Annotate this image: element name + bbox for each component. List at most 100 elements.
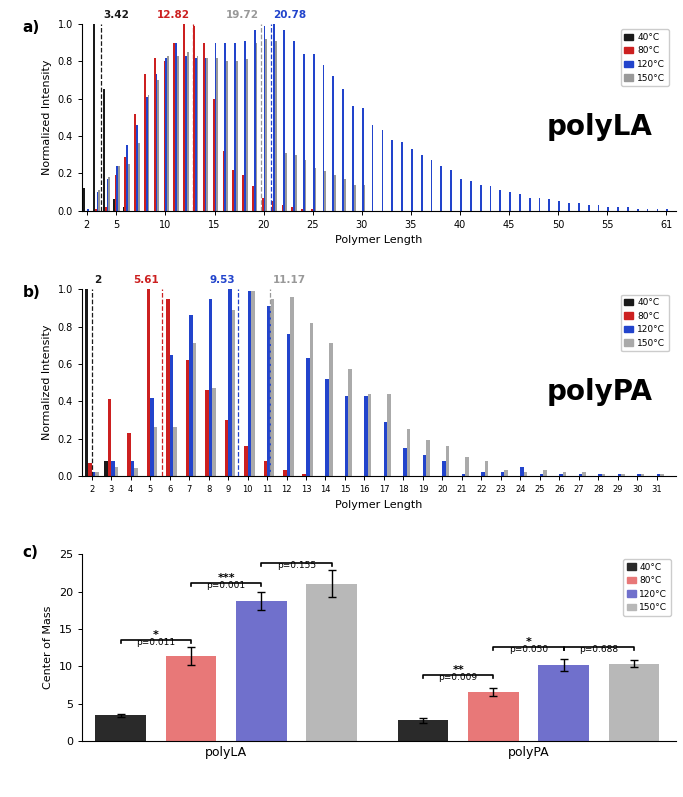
Bar — [236, 601, 287, 741]
Text: c): c) — [23, 545, 38, 560]
Bar — [212, 388, 216, 476]
Bar — [411, 149, 413, 210]
Bar — [150, 398, 154, 476]
Bar — [247, 291, 251, 476]
Bar — [95, 472, 99, 476]
Legend: 40°C, 80°C, 120°C, 150°C: 40°C, 80°C, 120°C, 150°C — [623, 559, 671, 616]
Text: ***: *** — [217, 573, 235, 583]
Bar — [333, 77, 334, 210]
Bar — [185, 56, 187, 210]
Bar — [187, 52, 189, 210]
Bar — [617, 474, 622, 476]
Bar — [292, 207, 293, 210]
Bar — [465, 457, 469, 476]
Bar — [441, 166, 442, 210]
Bar — [334, 175, 336, 210]
Bar — [217, 57, 218, 210]
Bar — [108, 399, 111, 476]
Bar — [311, 209, 313, 210]
Bar — [637, 474, 641, 476]
Bar — [352, 106, 354, 210]
Text: p=0.688: p=0.688 — [579, 645, 618, 654]
Bar — [540, 474, 543, 476]
Bar — [446, 446, 449, 476]
Bar — [83, 188, 85, 210]
Bar — [504, 470, 508, 476]
Bar — [305, 160, 307, 210]
Bar — [510, 192, 511, 210]
Bar — [87, 209, 89, 210]
Bar — [342, 89, 344, 210]
Text: p=0.155: p=0.155 — [277, 561, 316, 570]
X-axis label: Polymer Length: Polymer Length — [335, 235, 423, 245]
Bar — [236, 61, 238, 210]
Bar — [126, 145, 128, 210]
Bar — [186, 360, 189, 476]
Bar — [387, 394, 391, 476]
Bar — [154, 427, 157, 476]
Bar — [479, 185, 482, 210]
Bar — [563, 472, 566, 476]
Bar — [641, 474, 644, 476]
Text: 20.78: 20.78 — [273, 10, 307, 20]
Bar — [116, 166, 118, 210]
Bar — [344, 179, 346, 210]
Bar — [501, 472, 504, 476]
Bar — [598, 205, 600, 210]
Bar — [232, 310, 235, 476]
Bar — [548, 199, 550, 210]
Y-axis label: Center of Mass: Center of Mass — [43, 607, 53, 689]
Bar — [193, 26, 195, 210]
Bar — [136, 125, 138, 210]
Bar — [154, 57, 156, 210]
Bar — [460, 179, 462, 210]
Bar — [267, 306, 270, 476]
Bar — [134, 469, 138, 476]
Bar — [539, 198, 540, 210]
Bar — [266, 39, 267, 210]
Bar — [138, 143, 139, 210]
Bar — [264, 26, 266, 210]
Bar — [407, 430, 410, 476]
Bar — [290, 296, 294, 476]
Bar — [124, 156, 126, 210]
Bar — [203, 42, 205, 210]
Bar — [252, 186, 254, 210]
Legend: 40°C, 80°C, 120°C, 150°C: 40°C, 80°C, 120°C, 150°C — [621, 295, 669, 351]
Text: p=0.001: p=0.001 — [206, 581, 246, 590]
Bar — [609, 663, 659, 741]
Bar — [113, 199, 115, 210]
Bar — [421, 155, 423, 210]
Bar — [568, 203, 570, 210]
Bar — [309, 323, 313, 476]
Bar — [135, 114, 136, 210]
Bar — [165, 57, 167, 210]
Bar — [301, 209, 303, 210]
Bar — [602, 474, 605, 476]
Bar — [246, 60, 247, 210]
Bar — [443, 461, 446, 476]
Bar — [103, 89, 104, 210]
Bar — [177, 56, 179, 210]
Bar — [225, 420, 228, 476]
Bar — [306, 359, 309, 476]
Text: 11.17: 11.17 — [273, 276, 307, 285]
Bar — [254, 29, 255, 210]
Bar — [450, 170, 452, 210]
Bar — [617, 207, 619, 210]
Bar — [543, 470, 547, 476]
Bar — [529, 198, 531, 210]
Bar — [520, 466, 524, 476]
Bar — [183, 24, 185, 210]
Bar — [329, 344, 333, 476]
Text: 2: 2 — [95, 276, 102, 285]
Bar — [430, 160, 432, 210]
Bar — [127, 433, 130, 476]
Bar — [382, 131, 383, 210]
Bar — [272, 202, 273, 210]
Bar — [306, 583, 357, 741]
Text: 3.42: 3.42 — [104, 10, 130, 20]
Bar — [368, 394, 372, 476]
Bar — [468, 692, 518, 741]
Bar — [519, 194, 521, 210]
